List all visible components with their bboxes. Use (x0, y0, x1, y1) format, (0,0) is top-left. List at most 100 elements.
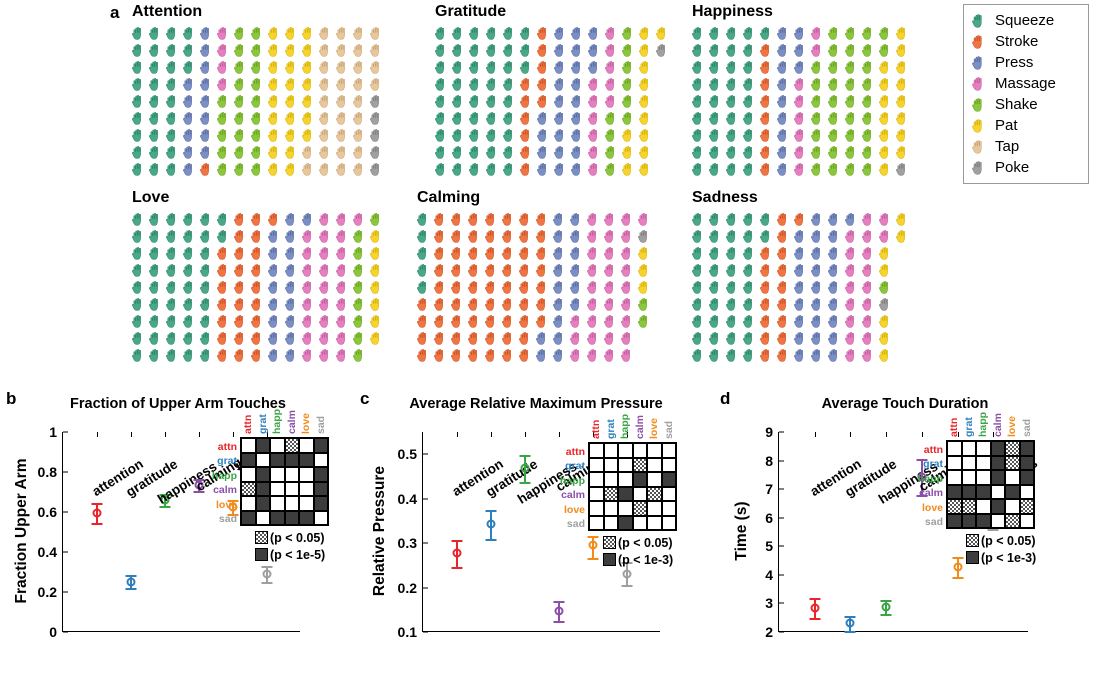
hand-icon (232, 228, 249, 245)
hand-icon (809, 347, 826, 364)
hand-icon (130, 211, 147, 228)
hand-icon (351, 245, 368, 262)
waffle-column (198, 211, 215, 364)
hand-icon (232, 93, 249, 110)
hand-icon (164, 93, 181, 110)
hand-icon (283, 313, 300, 330)
hand-icon (467, 144, 484, 161)
hand-icon (792, 279, 809, 296)
hand-icon (300, 330, 317, 347)
hand-icon (569, 144, 586, 161)
hand-icon (620, 59, 637, 76)
hand-icon (585, 245, 602, 262)
error-bar-cap (91, 503, 103, 506)
significance-cell (632, 443, 647, 458)
y-tick-label: 1 (49, 424, 57, 440)
hand-icon (368, 76, 385, 93)
hand-icon (518, 76, 535, 93)
hand-icon (637, 144, 654, 161)
hand-icon (181, 161, 198, 178)
significance-cell (589, 501, 604, 516)
waffle-chart-calming: Calming (415, 190, 653, 364)
waffle-column (551, 211, 568, 364)
waffle-column (707, 211, 724, 364)
hand-icon (569, 76, 586, 93)
hand-icon (534, 262, 551, 279)
y-tick-mark (423, 498, 428, 500)
hand-icon (552, 93, 569, 110)
significance-col-label: happ (977, 411, 990, 437)
hand-icon (517, 279, 534, 296)
hand-icon (164, 245, 181, 262)
hand-icon (741, 347, 758, 364)
hand-icon (415, 313, 432, 330)
hand-icon (232, 262, 249, 279)
hand-icon (826, 330, 843, 347)
hand-icon (877, 296, 894, 313)
waffle-chart-love: Love (130, 190, 385, 364)
hand-icon (585, 313, 602, 330)
hand-icon (619, 211, 636, 228)
hand-icon (130, 25, 147, 42)
significance-key-swatch (966, 551, 979, 564)
hand-icon (552, 127, 569, 144)
significance-cell (284, 438, 299, 453)
hand-icon (724, 42, 741, 59)
hand-icon (283, 144, 300, 161)
hand-icon (232, 279, 249, 296)
hand-icon (775, 296, 792, 313)
waffle-column (535, 25, 552, 178)
waffle-column (809, 211, 826, 364)
marker (160, 495, 170, 505)
y-tick-mark (779, 431, 784, 433)
hand-icon (826, 76, 843, 93)
significance-cell (299, 496, 314, 511)
hand-icon (569, 42, 586, 59)
data-point-sadness (619, 562, 635, 588)
hand-icon (860, 313, 877, 330)
hand-icon (334, 93, 351, 110)
hand-icon (317, 25, 334, 42)
hand-icon (300, 42, 317, 59)
waffle-column (164, 211, 181, 364)
hand-icon (266, 93, 283, 110)
significance-cell (1019, 499, 1034, 514)
significance-row-label: attn (923, 443, 943, 456)
hand-icon (758, 262, 775, 279)
x-tick-mark (233, 432, 234, 437)
hand-icon (483, 330, 500, 347)
hand-icon (690, 313, 707, 330)
hand-icon (215, 144, 232, 161)
hand-icon (449, 211, 466, 228)
y-tick-mark (423, 453, 428, 455)
hand-icon (535, 25, 552, 42)
hand-icon (724, 25, 741, 42)
hand-icon (501, 59, 518, 76)
hand-icon (970, 12, 988, 30)
hand-icon (130, 313, 147, 330)
hand-icon (334, 245, 351, 262)
hand-icon (534, 296, 551, 313)
hand-icon (620, 127, 637, 144)
hand-icon (843, 76, 860, 93)
hand-icon (843, 228, 860, 245)
hand-icon (449, 330, 466, 347)
significance-row-label: attn (217, 440, 237, 453)
hand-icon (741, 296, 758, 313)
hand-icon (707, 296, 724, 313)
y-axis-label: Time (s) (733, 501, 750, 561)
waffle-column (654, 25, 671, 59)
hand-icon (351, 144, 368, 161)
significance-col-label: happ (271, 408, 284, 434)
plot-title: Average Touch Duration (821, 396, 989, 412)
hand-icon (432, 262, 449, 279)
hand-icon (843, 93, 860, 110)
error-bar-cap (261, 581, 273, 584)
hand-icon (450, 76, 467, 93)
hand-icon (351, 110, 368, 127)
hand-icon (249, 347, 266, 364)
significance-cell (241, 467, 256, 482)
hand-icon (569, 93, 586, 110)
hand-icon (636, 245, 653, 262)
